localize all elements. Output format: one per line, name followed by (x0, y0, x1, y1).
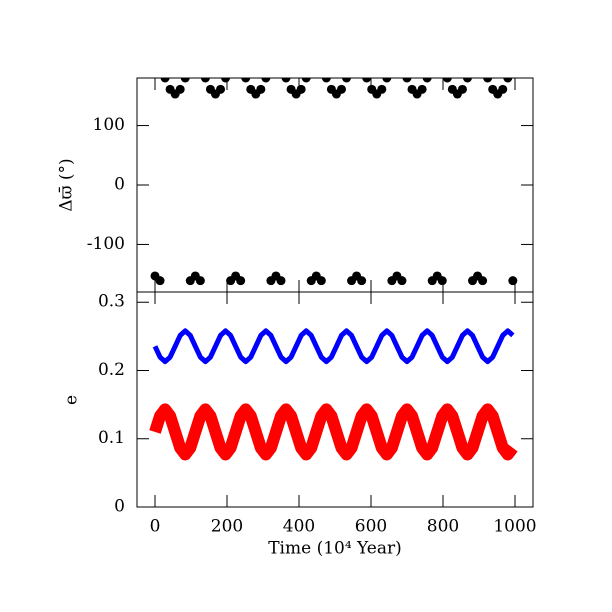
point (382, 78, 392, 83)
point (180, 78, 190, 83)
plot-area (150, 78, 518, 286)
point (321, 78, 331, 83)
point (357, 276, 367, 286)
point (397, 276, 407, 286)
y-tick-label: 0 (114, 175, 125, 195)
point (155, 276, 165, 286)
point (478, 276, 488, 286)
point (195, 276, 205, 286)
point (377, 84, 387, 94)
series-line (152, 328, 515, 365)
point (462, 78, 472, 83)
point (508, 276, 518, 286)
y-tick-label: 0.1 (98, 428, 125, 448)
point (236, 276, 246, 286)
y-axis-label: e (62, 395, 82, 405)
point (417, 84, 427, 94)
x-tick-label: 200 (211, 517, 243, 537)
frame (136, 291, 534, 508)
point (342, 78, 352, 83)
point (483, 78, 493, 83)
point (160, 78, 170, 83)
point (241, 78, 251, 83)
point (261, 78, 271, 83)
point (503, 78, 513, 83)
point (301, 78, 311, 83)
x-axis-label: Time (10⁴ Year) (268, 539, 402, 559)
x-tick-label: 800 (427, 517, 459, 537)
point (200, 78, 210, 83)
y-tick-label: 100 (93, 115, 125, 135)
series-line (149, 403, 518, 461)
point (316, 276, 326, 286)
y-tick-label: 0 (114, 497, 125, 517)
y-tick-label: 0.3 (98, 292, 125, 312)
point (402, 78, 412, 83)
y-tick-label: -100 (87, 234, 125, 254)
plot-area (149, 328, 518, 461)
point (281, 78, 291, 83)
point (422, 78, 432, 83)
x-tick-label: 0 (150, 517, 161, 537)
x-tick-label: 600 (355, 517, 387, 537)
point (336, 84, 346, 94)
point (498, 84, 508, 94)
y-tick-label: 0.2 (98, 360, 125, 380)
point (437, 276, 447, 286)
point (216, 84, 226, 94)
point (221, 78, 231, 83)
point (296, 84, 306, 94)
point (276, 276, 286, 286)
point (175, 84, 185, 94)
point (256, 84, 266, 94)
point (442, 78, 452, 83)
x-tick-label: 400 (283, 517, 315, 537)
frame (136, 77, 534, 293)
point (457, 84, 467, 94)
point (362, 78, 372, 83)
x-tick-label: 1000 (493, 517, 536, 537)
y-axis-label: Δϖ̄ (°) (57, 158, 77, 211)
